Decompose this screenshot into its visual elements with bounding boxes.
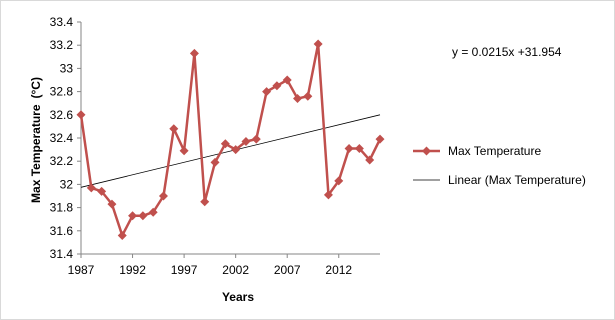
x-tick-label: 1992: [119, 263, 146, 277]
data-point: [189, 48, 199, 58]
legend-marker-diamond: [422, 146, 431, 156]
y-axis-unit: (°C): [29, 77, 43, 98]
data-point: [251, 134, 261, 144]
y-tick-label: 32.6: [50, 108, 74, 122]
x-tick-label: 1987: [68, 263, 95, 277]
data-point: [76, 110, 86, 120]
legend-entry-max-temperature: Max Temperature: [413, 144, 541, 158]
data-point: [86, 183, 96, 193]
y-tick-label: 33.4: [50, 15, 74, 29]
data-point: [313, 39, 323, 49]
data-point: [323, 190, 333, 200]
data-point: [220, 139, 230, 149]
y-tick-label: 33: [60, 61, 74, 75]
data-point: [344, 143, 354, 153]
data-point: [117, 230, 127, 240]
trendline-equation: y = 0.0215x +31.954: [452, 45, 562, 59]
data-point: [303, 91, 313, 101]
data-point: [365, 155, 375, 165]
y-tick-label: 32: [60, 177, 74, 191]
trendline: [80, 114, 381, 188]
data-point: [293, 94, 303, 104]
legend-label-linear: Linear (Max Temperature): [448, 173, 586, 187]
x-tick-label: 1997: [171, 263, 198, 277]
data-point: [272, 81, 282, 91]
y-tick-label: 33.2: [50, 38, 74, 52]
trendline-line: [80, 114, 381, 188]
series-max-temperature: [76, 39, 385, 240]
y-axis-title-text: Max Temperature: [29, 104, 43, 203]
data-point: [107, 199, 117, 209]
data-point: [210, 157, 220, 167]
x-axis-title: Years: [222, 290, 254, 304]
y-tick-label: 31.4: [50, 247, 74, 261]
legend-label-max-temperature: Max Temperature: [448, 144, 541, 158]
data-point: [179, 146, 189, 156]
data-point: [138, 211, 148, 221]
data-point: [375, 134, 385, 144]
y-tick-label: 31.6: [50, 224, 74, 238]
x-tick-label: 2002: [222, 263, 249, 277]
y-tick-label: 32.4: [50, 131, 74, 145]
y-axis-title: Max Temperature (°C): [29, 77, 43, 203]
data-point: [241, 136, 251, 146]
y-tick-label: 31.8: [50, 201, 74, 215]
data-point: [334, 176, 344, 186]
legend: Max Temperature Linear (Max Temperature): [413, 144, 586, 187]
data-point: [231, 145, 241, 155]
data-point: [282, 75, 292, 85]
x-axis-ticks: 1987 1992 1997 2002 2007 2012: [68, 254, 352, 277]
x-tick-label: 2007: [274, 263, 301, 277]
data-point: [354, 143, 364, 153]
data-point: [169, 124, 179, 134]
data-point: [148, 207, 158, 217]
data-point: [158, 191, 168, 201]
y-tick-label: 32.2: [50, 154, 74, 168]
x-tick-label: 2012: [325, 263, 352, 277]
data-point: [128, 211, 138, 221]
series-line-max-temperature: [79, 42, 382, 237]
legend-entry-linear: Linear (Max Temperature): [413, 173, 586, 187]
data-point: [262, 87, 272, 97]
data-point: [97, 186, 107, 196]
data-point: [200, 197, 210, 207]
y-tick-label: 32.8: [50, 85, 74, 99]
y-axis-ticks: 31.4 31.6 31.8 32 32.2 32.4 32.6 32.8 33 33.2 33.4: [50, 15, 81, 261]
